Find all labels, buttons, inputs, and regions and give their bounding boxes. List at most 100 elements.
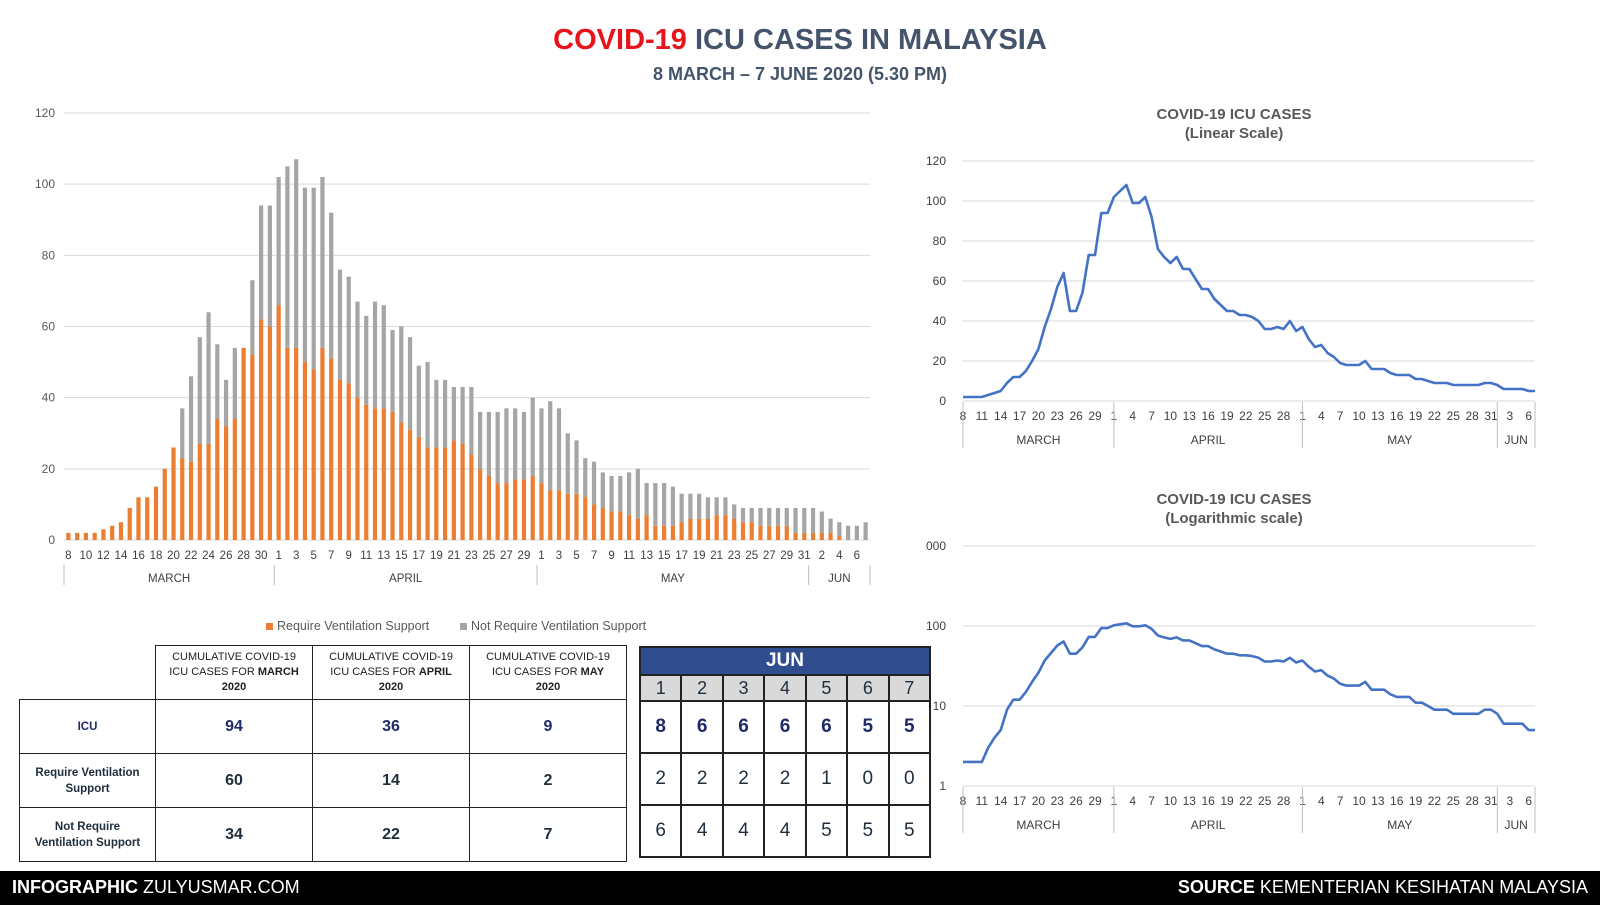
x-tick-label: 10 xyxy=(1164,409,1178,423)
jun-not-require-vent: 5 xyxy=(887,804,932,858)
bar-not-require-ventilation xyxy=(688,493,693,519)
bar-require-ventilation xyxy=(320,347,325,540)
bar-require-ventilation xyxy=(66,532,71,540)
bar-require-ventilation xyxy=(530,475,535,540)
bar-require-ventilation xyxy=(442,447,448,540)
bar-require-ventilation xyxy=(145,497,150,540)
bar-not-require-ventilation xyxy=(740,507,746,523)
x-tick-label: 26 xyxy=(220,550,233,562)
bar-not-require-ventilation xyxy=(854,525,859,540)
cum-icu-march: 94 xyxy=(155,699,313,754)
x-tick-label: 19 xyxy=(693,550,706,562)
footer-bar: INFOGRAPHIC ZULYUSMAR.COM SOURCE KEMENTE… xyxy=(0,871,1600,905)
bar-require-ventilation xyxy=(302,362,308,540)
x-tick-label: 7 xyxy=(1148,794,1155,808)
bar-not-require-ventilation xyxy=(206,312,211,444)
x-tick-label: 17 xyxy=(675,550,688,562)
jun-not-require-vent: 6 xyxy=(638,804,683,858)
chart-subtitle: (Linear Scale) xyxy=(1185,125,1283,142)
bar-not-require-ventilation xyxy=(810,507,816,533)
bar-not-require-ventilation xyxy=(259,205,264,320)
bar-not-require-ventilation xyxy=(793,507,798,533)
bar-require-ventilation xyxy=(635,518,640,540)
bar-not-require-ventilation xyxy=(407,337,413,430)
x-tick-label: 6 xyxy=(854,550,860,562)
bar-not-require-ventilation xyxy=(215,344,220,420)
cum-vent-march: 60 xyxy=(155,753,313,808)
x-tick-label: 20 xyxy=(1032,794,1046,808)
bar-not-require-ventilation xyxy=(548,401,553,491)
x-tick-label: 25 xyxy=(1447,409,1461,423)
x-tick-label: 18 xyxy=(150,550,163,562)
bar-require-ventilation xyxy=(705,518,711,540)
bar-not-require-ventilation xyxy=(802,507,807,533)
y-tick-label: 20 xyxy=(933,354,947,368)
x-tick-label: 7 xyxy=(1337,794,1344,808)
y-tick-label: 120 xyxy=(926,154,946,168)
x-tick-label: 23 xyxy=(1051,409,1065,423)
x-tick-label: 10 xyxy=(1352,794,1366,808)
bar-not-require-ventilation xyxy=(775,507,781,526)
bar-require-ventilation xyxy=(101,529,106,540)
x-tick-label: 22 xyxy=(1239,794,1253,808)
bar-require-ventilation xyxy=(153,486,159,540)
jun-day: 3 xyxy=(721,674,766,702)
x-tick-label: 11 xyxy=(976,409,989,423)
x-tick-label: 4 xyxy=(1318,794,1325,808)
bar-require-ventilation xyxy=(539,483,544,540)
jun-day: 6 xyxy=(846,674,890,702)
bar-require-ventilation xyxy=(223,426,229,540)
bar-require-ventilation xyxy=(793,532,798,540)
x-tick-label: 21 xyxy=(447,550,460,562)
x-tick-label: 31 xyxy=(1484,794,1498,808)
bar-not-require-ventilation xyxy=(399,326,404,423)
row-label-icu: ICU xyxy=(19,699,156,754)
bar-not-require-ventilation xyxy=(232,347,237,420)
x-tick-label: 3 xyxy=(1507,409,1514,423)
x-tick-label: 14 xyxy=(994,409,1008,423)
bar-require-ventilation xyxy=(626,515,632,540)
cum-novent-april: 22 xyxy=(312,807,470,862)
bar-not-require-ventilation xyxy=(416,365,421,437)
x-tick-label: 3 xyxy=(556,550,562,562)
bar-not-require-ventilation xyxy=(837,522,842,537)
bar-require-ventilation xyxy=(197,443,202,540)
x-tick-label: 25 xyxy=(1258,794,1272,808)
x-tick-label: 9 xyxy=(608,550,614,562)
bar-not-require-ventilation xyxy=(591,461,597,505)
x-tick-label: 11 xyxy=(976,794,989,808)
x-tick-label: 30 xyxy=(255,550,268,562)
bar-not-require-ventilation xyxy=(223,379,229,427)
bar-require-ventilation xyxy=(285,347,290,540)
jun-not-require-vent: 4 xyxy=(680,804,724,858)
footer-credit: INFOGRAPHIC ZULYUSMAR.COM xyxy=(12,877,300,897)
y-tick-label: 0 xyxy=(939,394,946,408)
x-tick-label: 3 xyxy=(1507,794,1514,808)
y-tick-label: 10 xyxy=(933,699,947,713)
x-tick-label: 20 xyxy=(1032,409,1046,423)
y-tick-label: 40 xyxy=(42,391,56,405)
bar-require-ventilation xyxy=(749,522,754,540)
x-tick-label: 22 xyxy=(1428,409,1442,423)
x-tick-label: 28 xyxy=(1277,794,1291,808)
bar-require-ventilation xyxy=(241,347,246,540)
legend-swatch-orange xyxy=(266,623,273,630)
bar-not-require-ventilation xyxy=(626,472,632,516)
bar-not-require-ventilation xyxy=(679,493,684,523)
bar-require-ventilation xyxy=(346,383,351,540)
x-tick-label: 14 xyxy=(994,794,1008,808)
bar-not-require-ventilation xyxy=(294,159,299,348)
x-tick-label: 26 xyxy=(1069,409,1083,423)
bar-require-ventilation xyxy=(434,447,439,540)
jun-day: 4 xyxy=(763,674,807,702)
jun-day: 1 xyxy=(638,674,683,702)
bar-not-require-ventilation xyxy=(285,166,290,348)
june-daily-table: JUN 1 2 3 4 5 6 7 8 6 6 6 6 5 5 2 2 2 2 … xyxy=(638,646,932,858)
bar-require-ventilation xyxy=(259,319,264,540)
bar-require-ventilation xyxy=(662,525,667,540)
bar-not-require-ventilation xyxy=(302,187,308,363)
chart-title: COVID-19 ICU CASES xyxy=(1156,106,1311,123)
y-tick-label: 0 xyxy=(48,533,55,547)
june-month-header: JUN xyxy=(639,646,931,676)
bar-require-ventilation xyxy=(644,515,649,540)
